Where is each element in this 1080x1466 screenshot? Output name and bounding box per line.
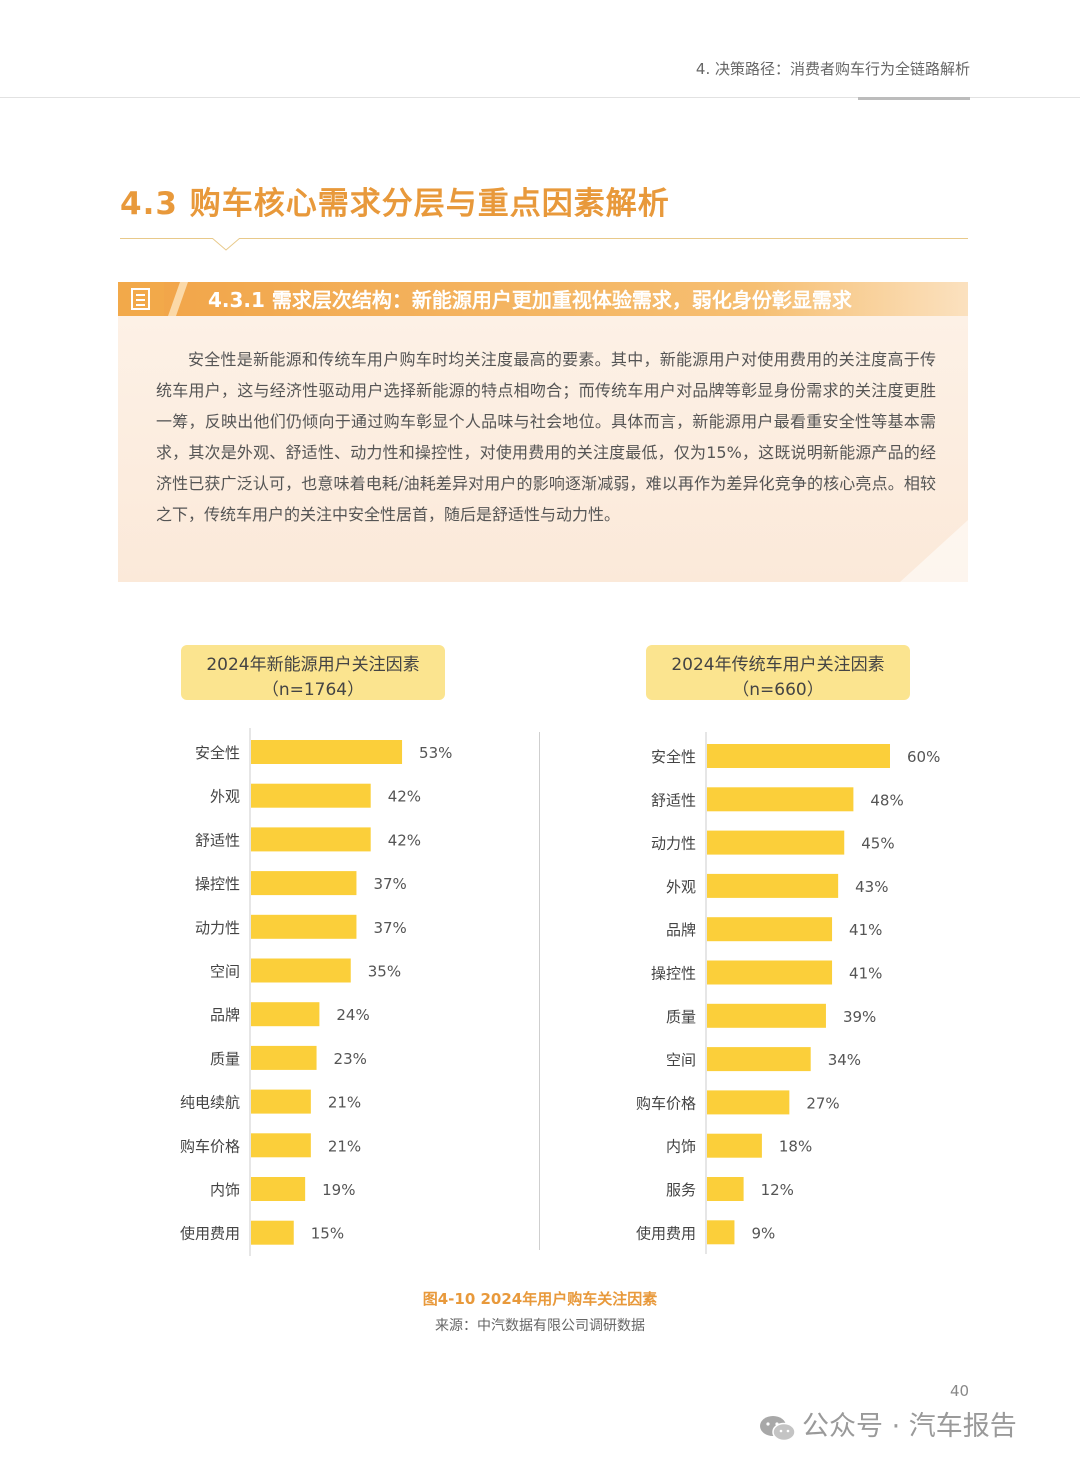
- section-rule-notch: [212, 238, 240, 251]
- chart-ice-sample-size: （n=660）: [732, 680, 824, 700]
- ice-category-label-4: 品牌: [666, 921, 696, 939]
- summary-panel: [118, 316, 968, 582]
- ice-bar-10: [707, 1177, 744, 1201]
- chart-divider: [539, 732, 540, 1250]
- ice-category-label-9: 内饰: [666, 1138, 696, 1156]
- chart-ice-factors: 安全性 60% 舒适性 48% 动力性 45% 外观 43% 品牌 41% 操控性 41% 质量 39% 空…: [636, 732, 940, 1254]
- nev-category-label-10: 内饰: [210, 1181, 240, 1199]
- nev-category-label-5: 空间: [210, 963, 240, 981]
- nev-category-label-4: 动力性: [195, 919, 240, 937]
- nev-category-label-1: 外观: [210, 788, 240, 806]
- nev-category-label-0: 安全性: [195, 744, 240, 762]
- nev-bar-5: [251, 958, 351, 983]
- nev-category-label-7: 质量: [210, 1050, 240, 1068]
- ice-value-label-3: 43%: [855, 878, 888, 896]
- ice-value-label-7: 34%: [828, 1051, 861, 1069]
- nev-category-label-8: 纯电续航: [180, 1094, 240, 1112]
- figure-source: 来源：中汽数据有限公司调研数据: [435, 1318, 645, 1334]
- nev-value-label-8: 21%: [328, 1094, 361, 1112]
- document-icon: [118, 282, 164, 316]
- chart-nev-title: 2024年新能源用户关注因素: [206, 655, 420, 675]
- ice-bar-5: [707, 960, 833, 985]
- ice-bar-6: [707, 1003, 826, 1028]
- ice-bar-8: [707, 1090, 790, 1115]
- ice-bar-11: [707, 1220, 735, 1245]
- section-title: 4.3 购车核心需求分层与重点因素解析: [120, 186, 670, 222]
- ice-value-label-9: 18%: [779, 1138, 812, 1156]
- panel-corner-decoration: [900, 520, 968, 582]
- ice-category-label-10: 服务: [666, 1181, 696, 1199]
- ice-value-label-2: 45%: [861, 835, 894, 853]
- subsection-title: 4.3.1 需求层次结构：新能源用户更加重视体验需求，弱化身份彰显需求: [208, 288, 852, 312]
- watermark-text: 公众号 · 汽车报告: [802, 1411, 1017, 1442]
- wechat-icon: [760, 1415, 796, 1441]
- nev-value-label-2: 42%: [388, 831, 421, 849]
- header-rule-accent: [858, 97, 970, 100]
- ice-bar-0: [707, 744, 890, 768]
- nev-bar-11: [251, 1220, 294, 1245]
- ice-value-label-6: 39%: [843, 1008, 876, 1026]
- nev-value-label-0: 53%: [419, 744, 452, 762]
- nev-bar-8: [251, 1089, 311, 1114]
- chart-nev-title-box: 2024年新能源用户关注因素 （n=1764）: [181, 645, 445, 700]
- chart-nev-sample-size: （n=1764）: [261, 680, 365, 700]
- ice-category-label-7: 空间: [666, 1051, 696, 1069]
- nev-bar-0: [251, 740, 403, 764]
- nev-value-label-1: 42%: [388, 788, 421, 806]
- nev-value-label-10: 19%: [322, 1181, 355, 1199]
- watermark: 公众号 · 汽车报告: [758, 1404, 1017, 1444]
- ice-category-label-3: 外观: [666, 878, 696, 896]
- ice-bar-7: [707, 1047, 811, 1072]
- nev-bar-6: [251, 1002, 320, 1027]
- nev-value-label-3: 37%: [373, 875, 406, 893]
- subsection-banner: [118, 282, 968, 316]
- nev-value-label-5: 35%: [368, 963, 401, 981]
- page-number: 40: [950, 1382, 970, 1400]
- ice-bar-3: [707, 873, 839, 898]
- ice-value-label-8: 27%: [806, 1094, 839, 1112]
- header-rule: [0, 97, 1080, 98]
- ice-bar-4: [707, 917, 833, 942]
- ice-category-label-11: 使用费用: [636, 1224, 696, 1242]
- ice-category-label-0: 安全性: [651, 748, 696, 766]
- ice-category-label-8: 购车价格: [636, 1094, 696, 1112]
- ice-category-label-2: 动力性: [651, 835, 696, 853]
- ice-category-label-5: 操控性: [651, 965, 696, 983]
- nev-value-label-11: 15%: [311, 1225, 344, 1243]
- ice-value-label-1: 48%: [870, 791, 903, 809]
- nev-bar-2: [251, 827, 371, 852]
- nev-value-label-6: 24%: [336, 1006, 369, 1024]
- nev-bar-7: [251, 1045, 317, 1070]
- nev-value-label-4: 37%: [373, 919, 406, 937]
- chart-nev-factors: 安全性 53% 外观 42% 舒适性 42% 操控性 37% 动力性 37% 空间 35% 品牌 24% 质…: [180, 728, 452, 1256]
- nev-value-label-7: 23%: [334, 1050, 367, 1068]
- nev-category-label-11: 使用费用: [180, 1225, 240, 1243]
- chart-ice-title-box: 2024年传统车用户关注因素 （n=660）: [646, 645, 910, 700]
- ice-category-label-6: 质量: [666, 1008, 696, 1026]
- nev-bar-1: [251, 783, 371, 808]
- nev-bar-10: [251, 1177, 306, 1201]
- nev-category-label-2: 舒适性: [195, 831, 240, 849]
- figure-caption: 图4-10 2024年用户购车关注因素: [422, 1290, 658, 1308]
- ice-bar-2: [707, 830, 845, 855]
- running-head: 4. 决策路径：消费者购车行为全链路解析: [695, 60, 970, 78]
- nev-bar-3: [251, 871, 357, 896]
- nev-category-label-9: 购车价格: [180, 1137, 240, 1155]
- ice-bar-1: [707, 787, 854, 812]
- ice-bar-9: [707, 1133, 762, 1158]
- ice-value-label-4: 41%: [849, 921, 882, 939]
- nev-bar-9: [251, 1133, 311, 1158]
- summary-paragraph: 安全性是新能源和传统车用户购车时均关注度最高的要素。其中，新能源用户对使用费用的…: [156, 350, 936, 524]
- chart-ice-title: 2024年传统车用户关注因素: [671, 655, 885, 675]
- section-title-rule: [120, 238, 968, 239]
- nev-category-label-3: 操控性: [195, 875, 240, 893]
- ice-value-label-10: 12%: [761, 1181, 794, 1199]
- nev-bar-4: [251, 914, 357, 939]
- nev-category-label-6: 品牌: [210, 1006, 240, 1024]
- ice-category-label-1: 舒适性: [651, 791, 696, 809]
- ice-value-label-0: 60%: [907, 748, 940, 766]
- ice-value-label-5: 41%: [849, 965, 882, 983]
- nev-value-label-9: 21%: [328, 1137, 361, 1155]
- ice-value-label-11: 9%: [751, 1224, 775, 1242]
